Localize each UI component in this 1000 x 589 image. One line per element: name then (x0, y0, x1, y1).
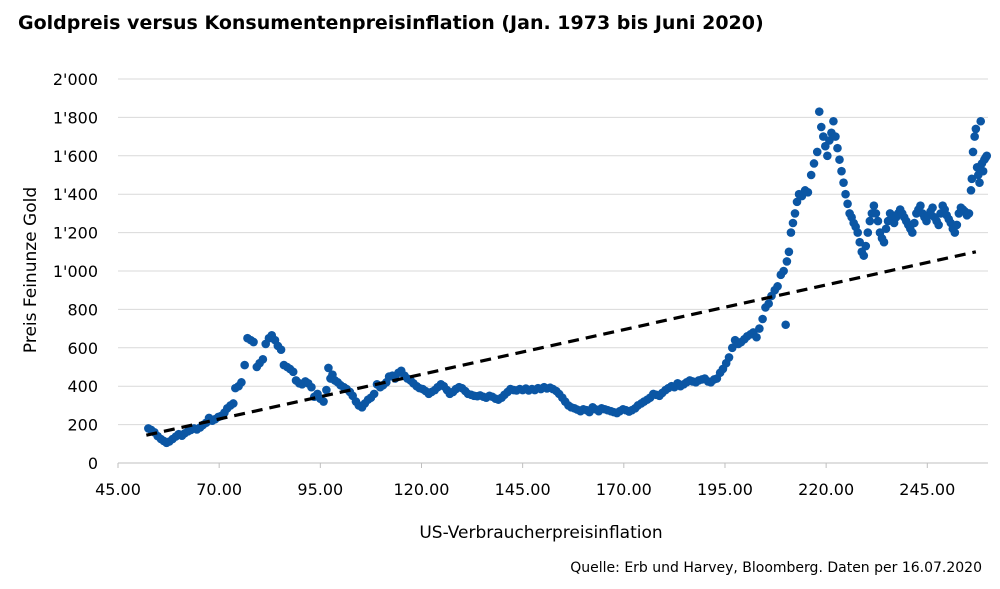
y-axis-title: Preis Feinunze Gold (21, 187, 41, 353)
data-point (784, 247, 794, 257)
source-note: Quelle: Erb und Harvey, Bloomberg. Daten… (570, 560, 982, 576)
data-point (755, 324, 764, 333)
x-tick-label: 195.00 (697, 480, 753, 499)
data-point (809, 159, 819, 168)
data-point (861, 241, 871, 251)
data-point (910, 218, 919, 228)
data-point (786, 228, 796, 237)
data-point (764, 299, 773, 308)
y-tick-label: 1'000 (53, 262, 98, 281)
data-point (831, 132, 840, 141)
y-tick-label: 200 (67, 416, 98, 435)
data-point (779, 266, 788, 276)
data-point (970, 132, 979, 141)
data-point (792, 197, 802, 207)
x-tick-label: 120.00 (393, 480, 449, 499)
data-point (816, 122, 826, 132)
data-point (249, 337, 258, 347)
data-point (773, 282, 782, 291)
data-point (307, 382, 316, 392)
y-axis: 0 200 400 600 800 1'000 1'200 1'400 1'600 1'800 2'… (53, 70, 98, 473)
data-point (964, 209, 974, 218)
data-point (823, 151, 832, 161)
data-point (952, 220, 962, 230)
y-tick-label: 0 (88, 454, 98, 473)
data-point (863, 228, 873, 237)
data-point (812, 147, 822, 157)
data-point (814, 107, 824, 116)
chart-title: Goldpreis versus Konsumentenpreisinflati… (18, 12, 764, 34)
y-tick-label: 1'400 (53, 185, 98, 204)
data-point (928, 203, 937, 212)
data-point (782, 257, 792, 266)
data-point (837, 166, 846, 176)
data-point (833, 143, 842, 153)
data-point (276, 345, 286, 355)
data-point (781, 320, 790, 330)
y-tick-label: 2'000 (53, 70, 98, 89)
data-point (841, 189, 850, 199)
x-tick-label: 95.00 (297, 480, 343, 499)
data-point (240, 360, 249, 370)
data-point (865, 216, 875, 226)
trendline-path (145, 250, 977, 437)
data-point (788, 218, 798, 228)
data-point (967, 174, 977, 184)
data-point (975, 178, 984, 187)
data-point (319, 397, 328, 406)
x-tick-label: 170.00 (596, 480, 652, 499)
scatter-points (144, 107, 992, 448)
data-point (950, 228, 960, 237)
data-point (724, 353, 734, 362)
data-point (258, 355, 268, 364)
data-point (982, 151, 992, 161)
data-point (966, 186, 976, 195)
data-point (803, 187, 813, 197)
data-point (237, 378, 246, 387)
data-point (934, 220, 943, 230)
y-tick-label: 1'600 (53, 147, 98, 166)
data-point (758, 314, 767, 324)
x-tick-label: 145.00 (495, 480, 551, 499)
x-axis: 45.00 70.00 95.00 120.00 145.00 170.00 195.00 2… (95, 462, 988, 499)
data-point (752, 332, 761, 342)
data-point (971, 124, 981, 134)
data-point (853, 228, 863, 237)
y-tick-label: 600 (67, 339, 98, 358)
data-point (288, 367, 298, 377)
x-tick-label: 70.00 (196, 480, 242, 499)
data-point (869, 201, 879, 211)
data-point (843, 199, 852, 209)
data-point (322, 385, 331, 395)
x-tick-label: 220.00 (798, 480, 854, 499)
y-tick-label: 400 (67, 377, 98, 396)
data-point (879, 237, 889, 247)
x-axis-title: US-Verbraucherpreisinflation (419, 523, 662, 543)
data-point (978, 166, 988, 176)
data-point (976, 116, 986, 126)
data-point (968, 147, 978, 157)
data-point (916, 201, 925, 211)
data-point (881, 224, 891, 234)
data-point (908, 228, 917, 237)
x-tick-label: 245.00 (899, 480, 955, 499)
data-point (835, 155, 844, 164)
y-tick-label: 1'200 (53, 224, 98, 243)
data-point (790, 209, 800, 218)
data-point (873, 216, 883, 226)
data-point (829, 116, 838, 126)
data-point (859, 251, 869, 260)
data-point (369, 389, 379, 399)
data-point (871, 209, 881, 218)
data-point (839, 178, 848, 187)
data-point (806, 170, 816, 180)
data-point (229, 399, 238, 408)
data-point (324, 363, 333, 373)
y-tick-label: 800 (67, 300, 98, 319)
trendline (145, 250, 977, 437)
x-tick-label: 45.00 (95, 480, 141, 499)
y-tick-label: 1'800 (53, 108, 98, 127)
